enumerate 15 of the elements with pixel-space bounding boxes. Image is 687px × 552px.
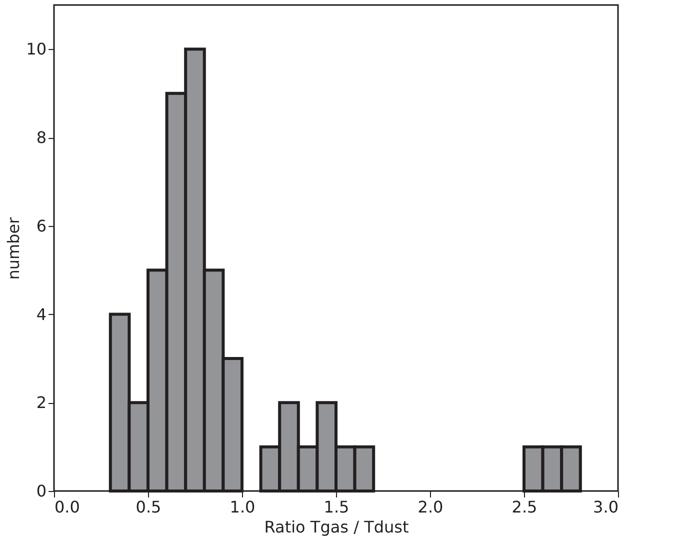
y-tick-label: 0 [36, 482, 46, 500]
x-tick-label: 0.5 [136, 498, 162, 516]
y-axis-title: number [4, 216, 24, 280]
x-tick-label: 0.0 [54, 498, 80, 516]
y-tick-label: 2 [36, 393, 46, 412]
y-tick-label: 10 [26, 40, 46, 59]
x-tick-label: 3.0 [593, 498, 618, 516]
y-tick-label: 4 [36, 304, 46, 324]
y-tick-label: 6 [36, 216, 46, 236]
x-tick-label: 2.0 [418, 498, 444, 516]
x-axis-title: Ratio Tgas / Tdust [264, 518, 409, 536]
y-tick-label: 8 [36, 128, 46, 148]
x-tick-label: 1.0 [230, 498, 256, 516]
x-tick-label: 2.5 [512, 498, 538, 516]
x-tick-label: 1.5 [324, 498, 350, 516]
